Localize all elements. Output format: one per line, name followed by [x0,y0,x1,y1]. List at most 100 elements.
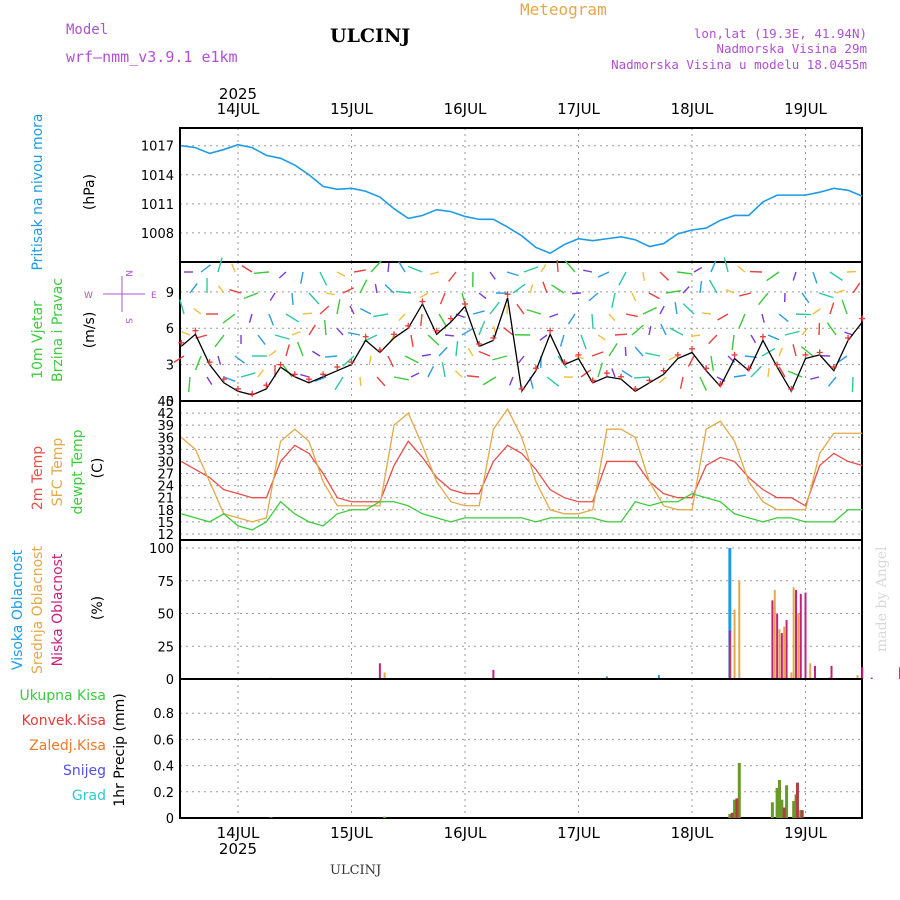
cloud-bar [799,593,802,679]
y-tick-label: 18 [157,504,174,519]
wind-arrow [438,346,448,357]
wind-arrow [597,271,610,278]
wind-arrow [540,264,547,273]
wind-arrow [444,334,455,337]
top-day-label: 15JUL [330,100,373,118]
cloud-bar [785,620,788,679]
station-elevation: Nadmorska Visina 29m [716,41,867,56]
wind-arrow [812,308,821,315]
wind-arrow [542,281,548,294]
compass-west: W [84,291,93,301]
wind-arrow [439,292,446,305]
wind-arrow [503,327,514,336]
cloud-bar [733,609,736,679]
cloud-ylabel-low: Niska Oblacnost [50,553,66,666]
wind-arrow [285,344,290,357]
wind-arrow [827,376,837,387]
panel-frame [179,678,863,819]
wind-arrow [634,346,644,357]
wind-ylabel: 10m Vjetar [30,301,46,379]
wind-arrow [234,355,246,364]
wind-arrow [194,355,202,371]
pressure-ylabel: Pritisak na nivou mora [30,113,46,270]
panel-frame [179,261,863,402]
precip-bar [777,780,781,818]
wind-arrow [708,334,718,345]
wind-arrow [795,313,812,316]
temp-ylabel-third: dewpt Temp [70,429,86,514]
wind-arrow [268,313,274,326]
wind-arrow [676,271,692,275]
y-tick-label: 0.2 [153,786,174,801]
y-tick-label: 30 [157,455,174,470]
top-year-label: 2025 [219,85,257,103]
watermark-credit: made by Angel [874,546,890,652]
cloud-panel: 0 25 50 75 100 [149,539,900,688]
wind-arrow [269,292,276,302]
wind-arrow [492,355,508,361]
wind-arrow [268,350,277,357]
wind-arrow [710,260,717,273]
wind-arrow [291,292,294,306]
wind-arrow [761,347,776,357]
wind-arrow [574,355,584,360]
wind-arrow [438,313,448,328]
cloud-bar [383,672,386,679]
wind-arrow [222,313,236,324]
wind-arrow [420,313,423,327]
compass-south: S [123,318,133,324]
temp-unit: (C) [90,458,106,479]
top-day-label: 16JUL [444,100,487,118]
y-tick-label: 3 [166,359,174,374]
precip-ylabel: 1hr Precip (mm) [112,693,128,806]
wind-arrow [506,271,519,277]
station-coords: lon,lat (19.3E, 41.94N) [694,26,867,41]
wind-arrow [348,332,361,336]
wind-arrow [737,265,746,273]
wind-arrow [801,327,809,336]
y-tick-label: 0.8 [153,707,174,722]
wind-arrow [567,313,576,325]
cloud-bar [378,663,381,679]
wind-arrow [324,355,338,358]
bottom-year-label: 2025 [219,840,257,858]
wind-arrow [482,376,497,386]
wind-arrow [248,313,253,323]
cloud-bar [728,548,732,679]
wind-arrow [334,376,344,391]
cloud-bar [778,629,781,679]
wind-arrow [512,283,526,294]
wind-arrow [851,376,854,393]
wind-arrow [818,292,834,299]
wind-arrow [229,289,242,294]
wind-arrow [701,312,712,315]
wind-arrow [631,324,644,336]
wind-arrow [181,331,191,336]
precip-bar [770,802,774,818]
y-tick-label: 0.6 [153,733,174,748]
wind-arrow [291,331,301,336]
wind-arrow [336,327,344,336]
wind-arrow [580,334,587,350]
dewpoint-line [181,492,863,531]
wind-arrow [523,266,539,273]
wind-arrow [308,324,316,336]
wind-arrow [336,299,341,315]
compass-rose: W E N S [84,270,157,324]
wind-arrow [478,350,491,357]
wind-arrow [659,305,665,315]
wind-arrow [559,334,565,347]
wind-arrow [517,355,525,364]
wind-arrow [801,292,810,304]
precip-legend-snow: Snijeg [63,763,106,779]
y-tick-label: 0 [166,395,174,410]
wind-arrow [767,367,770,378]
wind-arrow [243,292,259,300]
cloud-bar [797,613,800,679]
wind-arrow [687,355,695,367]
wind-panel: 0 3 6 9 [166,257,866,410]
compass-east: E [151,291,157,301]
y-tick-label: 1008 [141,227,174,242]
model-name: wrf–nmm_v3.9.1 e1km [66,48,238,66]
